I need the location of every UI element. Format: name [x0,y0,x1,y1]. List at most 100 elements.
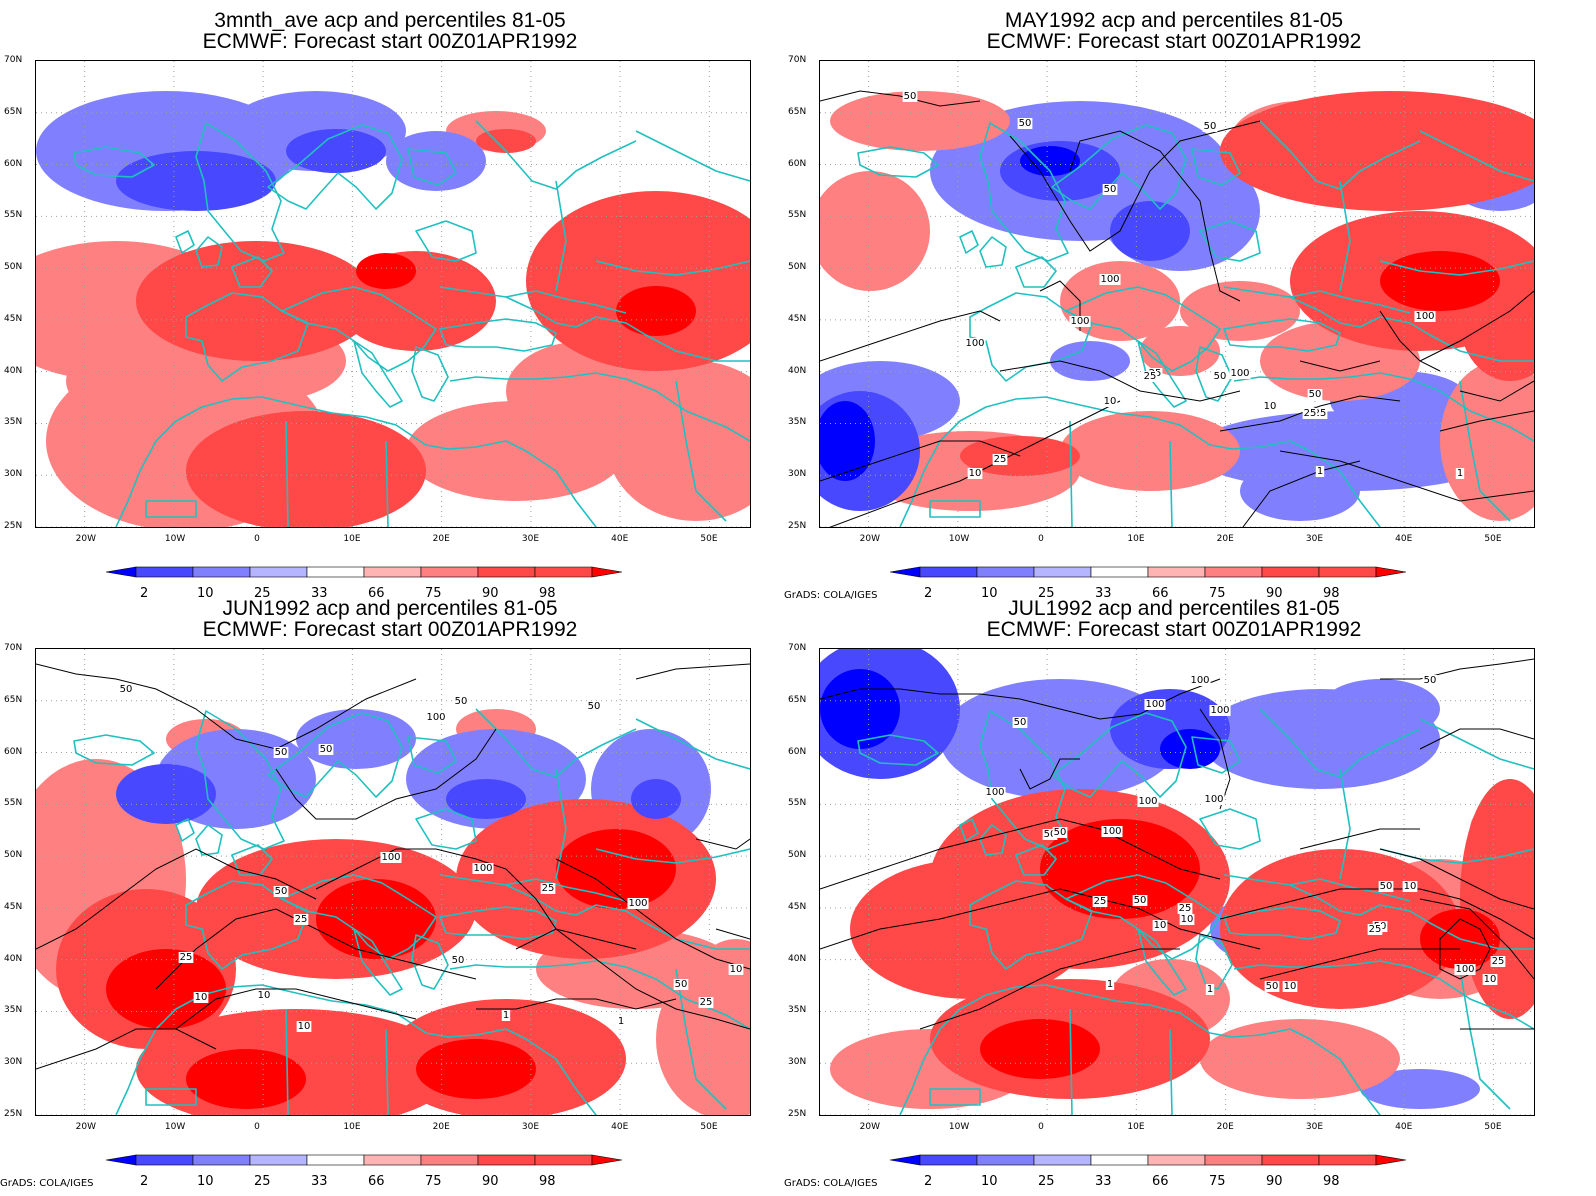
coastline [1051,124,1187,210]
contour-label-bg [1099,274,1121,285]
contour-label: 10 [1104,396,1117,407]
percentile-shading [616,286,696,336]
coastline [231,844,273,876]
colorbar-swatch [1090,1154,1149,1166]
contour-label-bg [1092,896,1108,907]
percentile-shading [830,91,1010,151]
contour-label-bg [1490,956,1506,967]
contour-label: 10 [1284,981,1297,992]
contour-label-bg [501,1010,511,1021]
contour-label: 50 [275,747,288,758]
coastline [675,380,727,522]
coastline [285,420,289,527]
contour-line [1279,450,1534,502]
panel-title: MAY1992 acp and percentiles 81-05 [1004,9,1344,32]
contour-label: 10 [1154,920,1167,931]
coastline [285,1008,289,1115]
map-plot-area: 5050505010010010010025251010502511251050… [819,60,1535,528]
coastline [195,236,223,268]
contour-label-bg [178,952,194,963]
contour-line [1439,918,1491,980]
longitude-label: 30E [521,534,540,544]
colorbar-swatch [363,566,422,578]
longitude-label: 20E [1216,534,1234,544]
grads-credit: GrADS: COLA/IGES [784,1178,878,1189]
contour-label: 100 [1145,699,1164,710]
map-field [36,61,750,527]
contour-label-bg [1315,466,1325,477]
colorbar-label: 75 [1209,586,1226,601]
colorbar-swatch [1261,1154,1320,1166]
colorbar-swatch [135,566,194,578]
contour-label: 50 [120,684,133,695]
contour-line [695,838,750,850]
longitude-label: 20W [75,534,96,544]
coastline [1069,1008,1073,1115]
coastline [1289,878,1411,902]
contour-line [476,998,677,1010]
colorbar-label: 98 [539,1174,556,1189]
colorbar-label: 10 [981,586,998,601]
coastline [73,146,155,178]
contour-label-bg [273,747,289,758]
percentile-shading [1180,281,1300,341]
colorbar-label: 66 [1152,586,1169,601]
contour-label-bg [728,964,744,975]
map-plot-area: 50 50 50 100 50 50 100 100 50 25 25 25 10 10 10 50 1 100 5… [35,648,751,1116]
contour-label-bg [1142,371,1158,382]
longitude-label: 0 [254,1122,260,1132]
contour-label: 25 [1304,408,1317,419]
coastline [73,734,155,766]
contour-line [1379,848,1534,910]
contour-label: 25 [295,914,308,925]
latitude-label: 70N [4,55,23,65]
contour-label-bg [193,992,209,1003]
contour-label: 25 [542,883,555,894]
map-plot-area: 50 100 100 50 100 100 50 50 100 100 100 50 25 50 25 10 1… [819,648,1535,1116]
contour-label-bg [425,712,447,723]
panel-subtitle: ECMWF: Forecast start 00Z01APR1992 [986,30,1362,53]
latitude-label: 65N [788,106,807,117]
colorbar-label: 98 [539,586,556,601]
coastline [595,260,750,276]
percentile-shading [1220,91,1534,211]
coastline [969,880,1093,970]
coastline [1191,148,1241,186]
coastline [155,984,597,1115]
contour-line [820,440,1021,482]
contour-label-bg [673,979,689,990]
contour-label: 1 [1317,466,1323,477]
colorbar-arrow-low [889,566,921,578]
contour-label-bg [1137,796,1159,807]
contour-label-bg [1102,396,1118,407]
colorbar-swatch [919,1154,978,1166]
contour-label-bg [627,898,649,909]
coastline [195,710,285,850]
latitude-label: 60N [788,158,807,169]
contour-label-bg [1455,468,1465,479]
longitude-label: 30E [1305,1122,1324,1132]
coastline [475,120,637,190]
latitude-label: 35N [788,417,807,428]
coastline [959,230,979,254]
coastline [353,928,403,996]
latitude-label: 60N [788,746,807,757]
colorbar-swatch [249,1154,308,1166]
percentile-shading [1020,146,1080,176]
contour-label: 50 [1309,389,1322,400]
colorbar-label: 90 [482,586,499,601]
percentile-shading [106,949,226,1029]
contour-label-bg [273,886,289,897]
colorbar-label: 98 [1323,1174,1340,1189]
longitude-label: 50E [1484,1122,1502,1132]
colorbar-label: 33 [311,1174,328,1189]
coastline [195,824,223,856]
map-panel-jul: JUL1992 acp and percentiles 81-05 ECMWF:… [784,588,1564,1189]
coastline [939,984,1381,1115]
colorbar-label: 66 [368,1174,385,1189]
coastline [449,372,750,442]
coastline [1015,256,1057,288]
colorbar-swatch [919,566,978,578]
contour-line [155,908,477,990]
colorbar-swatch [1033,1154,1092,1166]
